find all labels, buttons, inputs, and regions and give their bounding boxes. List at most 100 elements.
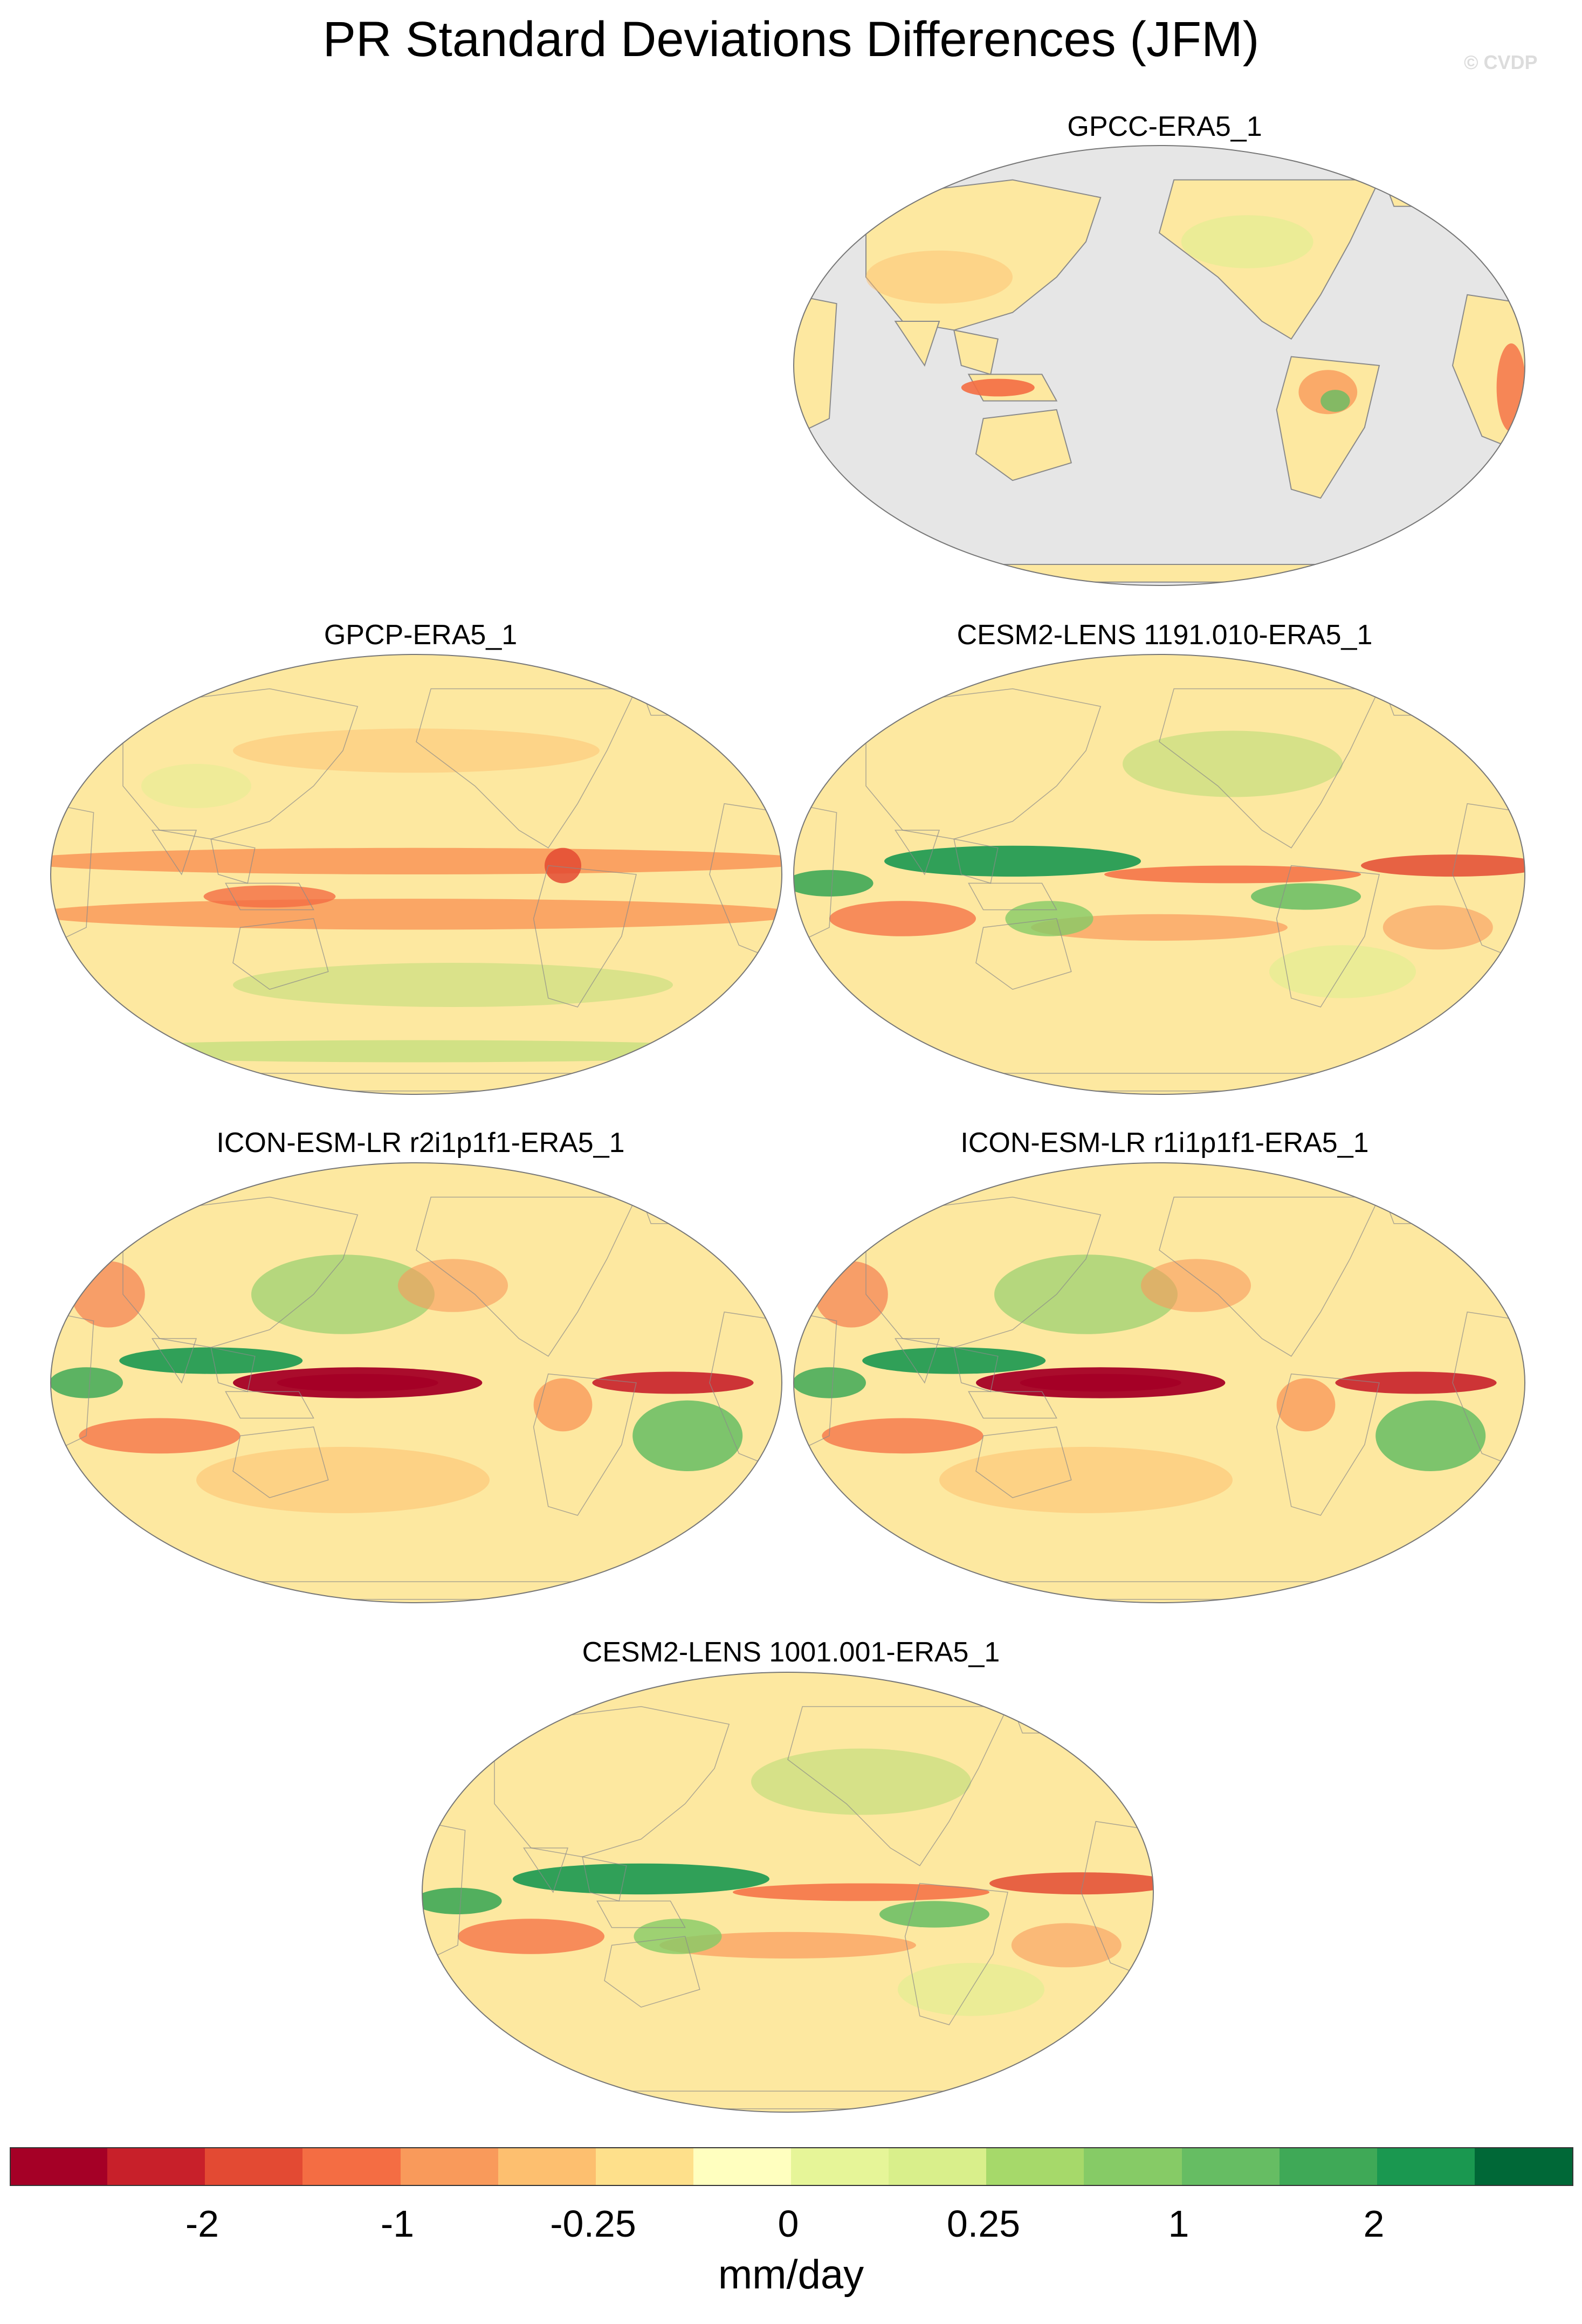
colorbar-swatch (400, 2147, 499, 2185)
anomaly-region (458, 1919, 604, 1954)
anomaly-region (1361, 854, 1525, 877)
figure-title: PR Standard Deviations Differences (JFM) (322, 12, 1260, 67)
colorbar-swatch (10, 2147, 108, 2185)
anomaly-region (1005, 901, 1093, 936)
map-svg (793, 145, 1525, 586)
colorbar (10, 2147, 1573, 2185)
land-region (953, 564, 1365, 583)
anomaly-region (794, 870, 873, 897)
anomaly-region (1251, 883, 1361, 910)
anomaly-region (794, 1367, 866, 1398)
anomaly-region (233, 963, 673, 1007)
colorbar-swatch (1279, 2147, 1378, 2185)
anomaly-region (422, 1887, 502, 1914)
colorbar-swatch (1084, 2147, 1182, 2185)
coastline (533, 865, 637, 1008)
anomaly-region (632, 1400, 743, 1471)
coastline (1276, 865, 1380, 1008)
coastline (1276, 1373, 1380, 1516)
coastline (596, 1900, 686, 1928)
coastline (1159, 688, 1380, 849)
anomaly-region (398, 1259, 508, 1312)
colorbar-swatch (693, 2147, 792, 2185)
panel-title-cesm-1191: CESM2-LENS 1191.010-ERA5_1 (957, 619, 1373, 651)
anomaly-region (1011, 1923, 1122, 1968)
panel-title-icon-r2: ICON-ESM-LR r2i1p1f1-ERA5_1 (216, 1127, 625, 1158)
coastline (975, 918, 1072, 990)
coastline (523, 1847, 569, 1893)
anomaly-region (277, 1374, 438, 1392)
anomaly-region (814, 1261, 888, 1328)
map-panel-icon-r1 (793, 1162, 1526, 1604)
anomaly-region (1181, 215, 1313, 268)
coastline (904, 1882, 1008, 2025)
map-outline (422, 1672, 1154, 2113)
colorbar-swatch (205, 2147, 304, 2185)
map-outline (793, 654, 1525, 1095)
panel-title-cesm-1001: CESM2-LENS 1001.001-ERA5_1 (582, 1637, 1000, 1668)
coastline (416, 1196, 637, 1357)
coastline (968, 882, 1057, 911)
coastline (122, 688, 359, 840)
map-background (51, 654, 782, 1094)
coastline (1159, 1196, 1380, 1357)
colorbar-swatch (889, 2147, 987, 2185)
colorbar-swatch (498, 2147, 596, 2185)
watermark-text: © CVDP (1464, 51, 1538, 73)
colorbar-tick-label: 2 (1363, 2203, 1385, 2245)
anomaly-region (1141, 1259, 1251, 1312)
anomaly-region (751, 1748, 971, 1815)
anomaly-region (251, 1254, 435, 1334)
coastline (787, 1706, 1009, 1866)
coastline (51, 1311, 94, 1454)
anomaly-region (79, 1418, 240, 1454)
colorbar-swatch (302, 2147, 401, 2185)
map-outline (793, 1162, 1525, 1603)
coastline (232, 1426, 329, 1499)
anomaly-region (939, 1446, 1233, 1513)
coastline (794, 1311, 837, 1454)
colorbar-swatch (107, 2147, 206, 2185)
anomaly-region (141, 764, 251, 808)
anomaly-region (533, 1378, 593, 1432)
coastline (865, 1196, 1102, 1348)
anomaly-region (203, 885, 336, 908)
map-panel-gpcp (50, 653, 783, 1095)
coastline (975, 1426, 1072, 1499)
anomaly-region (1276, 1378, 1336, 1432)
coastline (895, 1338, 940, 1384)
anomaly-region (862, 1347, 1046, 1374)
map-panel-cesm-1191 (793, 653, 1526, 1095)
map-outline (50, 1162, 782, 1603)
coastline (494, 1706, 730, 1858)
anomaly-region (1123, 730, 1343, 797)
map-svg (422, 1672, 1154, 2113)
anomaly-region (51, 1367, 123, 1398)
anomaly-region (1320, 390, 1350, 412)
anomaly-region (233, 728, 600, 773)
map-outline (50, 654, 782, 1095)
colorbar-tick-label: -0.25 (550, 2203, 636, 2245)
coastline (51, 803, 94, 946)
colorbar-swatch (791, 2147, 890, 2185)
colorbar-swatch (1181, 2147, 1280, 2185)
anomaly-region (829, 901, 976, 936)
map-svg (793, 1162, 1525, 1603)
colorbar-swatch (1474, 2147, 1573, 2185)
map-outline (793, 145, 1525, 586)
map-svg (50, 1162, 782, 1603)
coastline (865, 688, 1102, 840)
coastline (794, 803, 837, 946)
anomaly-region (989, 1872, 1153, 1895)
anomaly-region (634, 1919, 722, 1954)
coastline (968, 1391, 1057, 1419)
colorbar-tick-label: 0 (778, 2203, 799, 2245)
anomaly-region (1496, 343, 1525, 432)
map-svg (793, 654, 1525, 1095)
map-panel-gpcc (793, 144, 1526, 587)
anomaly-region (1031, 914, 1288, 941)
anomaly-region (545, 847, 581, 884)
anomaly-region (1382, 905, 1493, 950)
anomaly-region (866, 250, 1013, 304)
anomaly-region (961, 378, 1035, 397)
